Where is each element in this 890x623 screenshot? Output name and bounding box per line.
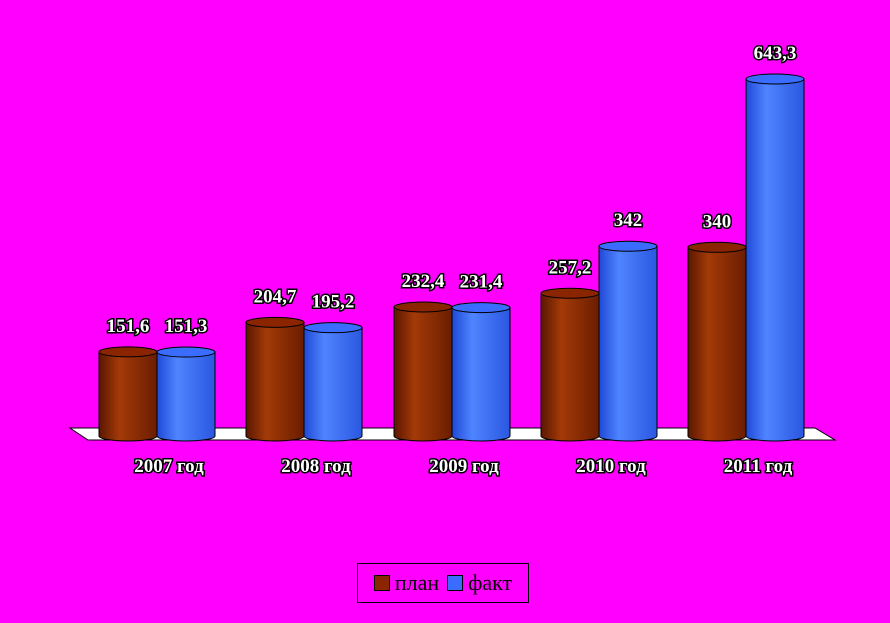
data-label-plan-4: 257,2	[549, 257, 592, 278]
data-label-fact-5: 643,3	[754, 43, 797, 64]
bar-plan-1	[98, 346, 158, 442]
bar-fact-5	[745, 73, 805, 442]
bar-fact-4	[598, 240, 658, 442]
legend-label-fact: факт	[468, 570, 513, 595]
bar-plan-4	[540, 287, 600, 442]
legend: план факт	[357, 563, 529, 603]
data-label-plan-5: 340	[703, 211, 732, 232]
data-label-fact-1: 151,3	[165, 316, 208, 337]
legend-item-fact: факт	[447, 570, 512, 596]
x-tick-label-4: 2010 год	[576, 456, 646, 477]
data-label-plan-2: 204,7	[254, 286, 297, 307]
x-tick-label-1: 2007 год	[134, 456, 204, 477]
data-label-fact-4: 342	[614, 210, 643, 231]
bar-fact-3	[451, 302, 511, 442]
legend-swatch-fact	[447, 575, 464, 591]
bar-fact-2	[303, 322, 363, 442]
data-label-fact-2: 195,2	[312, 292, 355, 313]
x-tick-label-5: 2011 год	[724, 456, 793, 477]
data-label-plan-3: 232,4	[402, 271, 445, 292]
bar-plan-3	[393, 301, 453, 442]
bar-plan-2	[245, 316, 305, 442]
bar-fact-1	[156, 346, 216, 442]
data-label-plan-1: 151,6	[107, 316, 150, 337]
x-tick-label-2: 2008 год	[281, 456, 351, 477]
x-tick-label-3: 2009 год	[429, 456, 499, 477]
data-label-fact-3: 231,4	[460, 272, 503, 293]
legend-label-plan: план	[394, 570, 440, 595]
legend-swatch-plan	[373, 575, 390, 591]
legend-item-plan: план	[373, 570, 440, 596]
bar-plan-5	[687, 241, 747, 442]
